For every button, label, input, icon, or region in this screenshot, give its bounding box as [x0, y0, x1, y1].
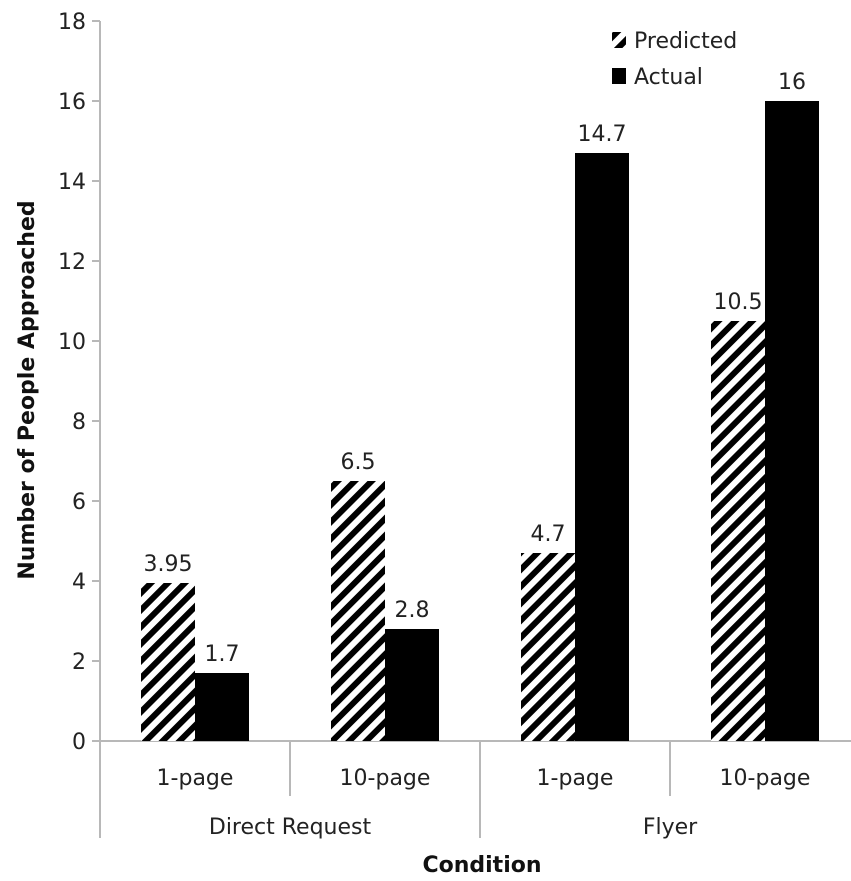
- x-axis-title: Condition: [422, 853, 541, 878]
- legend-label-predicted: Predicted: [634, 29, 737, 54]
- legend: Predicted Actual: [612, 29, 737, 90]
- x-category-label: 10-page: [340, 766, 431, 791]
- bar-predicted: [521, 553, 575, 741]
- x-category-label: 10-page: [720, 766, 811, 791]
- x-axis: 1-page 10-page 1-page 10-page Direct Request…: [99, 740, 851, 840]
- x-category-label: 1-page: [157, 766, 234, 791]
- y-tick-label: 14: [58, 170, 86, 195]
- y-axis-title: Number of People Approached: [15, 200, 40, 579]
- data-labels: 3.95 1.7 6.5 2.8 4.7 14.7 10.5 16: [144, 70, 806, 667]
- x-group-label: Direct Request: [209, 815, 372, 840]
- data-label-predicted: 10.5: [714, 290, 763, 315]
- legend-swatch-predicted: [612, 32, 626, 48]
- y-tick-label: 16: [58, 90, 86, 115]
- y-tick-label: 4: [72, 570, 86, 595]
- y-tick-label: 0: [72, 730, 86, 755]
- legend-label-actual: Actual: [634, 65, 703, 90]
- bar-actual: [575, 153, 629, 741]
- data-label-predicted: 4.7: [531, 522, 566, 547]
- data-label-predicted: 3.95: [144, 552, 193, 577]
- y-tick-label: 12: [58, 250, 86, 275]
- data-label-actual: 16: [778, 70, 806, 95]
- x-category-label: 1-page: [537, 766, 614, 791]
- bar-predicted: [141, 583, 195, 741]
- bar-actual: [385, 629, 439, 741]
- y-tick-label: 6: [72, 490, 86, 515]
- bar-predicted: [711, 321, 765, 741]
- bars: [141, 101, 819, 741]
- bar-predicted: [331, 481, 385, 741]
- data-label-actual: 14.7: [578, 122, 627, 147]
- bar-actual: [195, 673, 249, 741]
- bar-actual: [765, 101, 819, 741]
- data-label-predicted: 6.5: [341, 450, 376, 475]
- legend-swatch-actual: [612, 68, 626, 84]
- y-tick-label: 10: [58, 330, 86, 355]
- data-label-actual: 2.8: [395, 598, 430, 623]
- data-label-actual: 1.7: [205, 642, 240, 667]
- x-group-label: Flyer: [643, 815, 698, 840]
- y-axis: 0 2 4 6 8 10 12 14 16 18: [58, 10, 101, 755]
- y-tick-label: 8: [72, 410, 86, 435]
- y-tick-label: 18: [58, 10, 86, 35]
- y-tick-label: 2: [72, 650, 86, 675]
